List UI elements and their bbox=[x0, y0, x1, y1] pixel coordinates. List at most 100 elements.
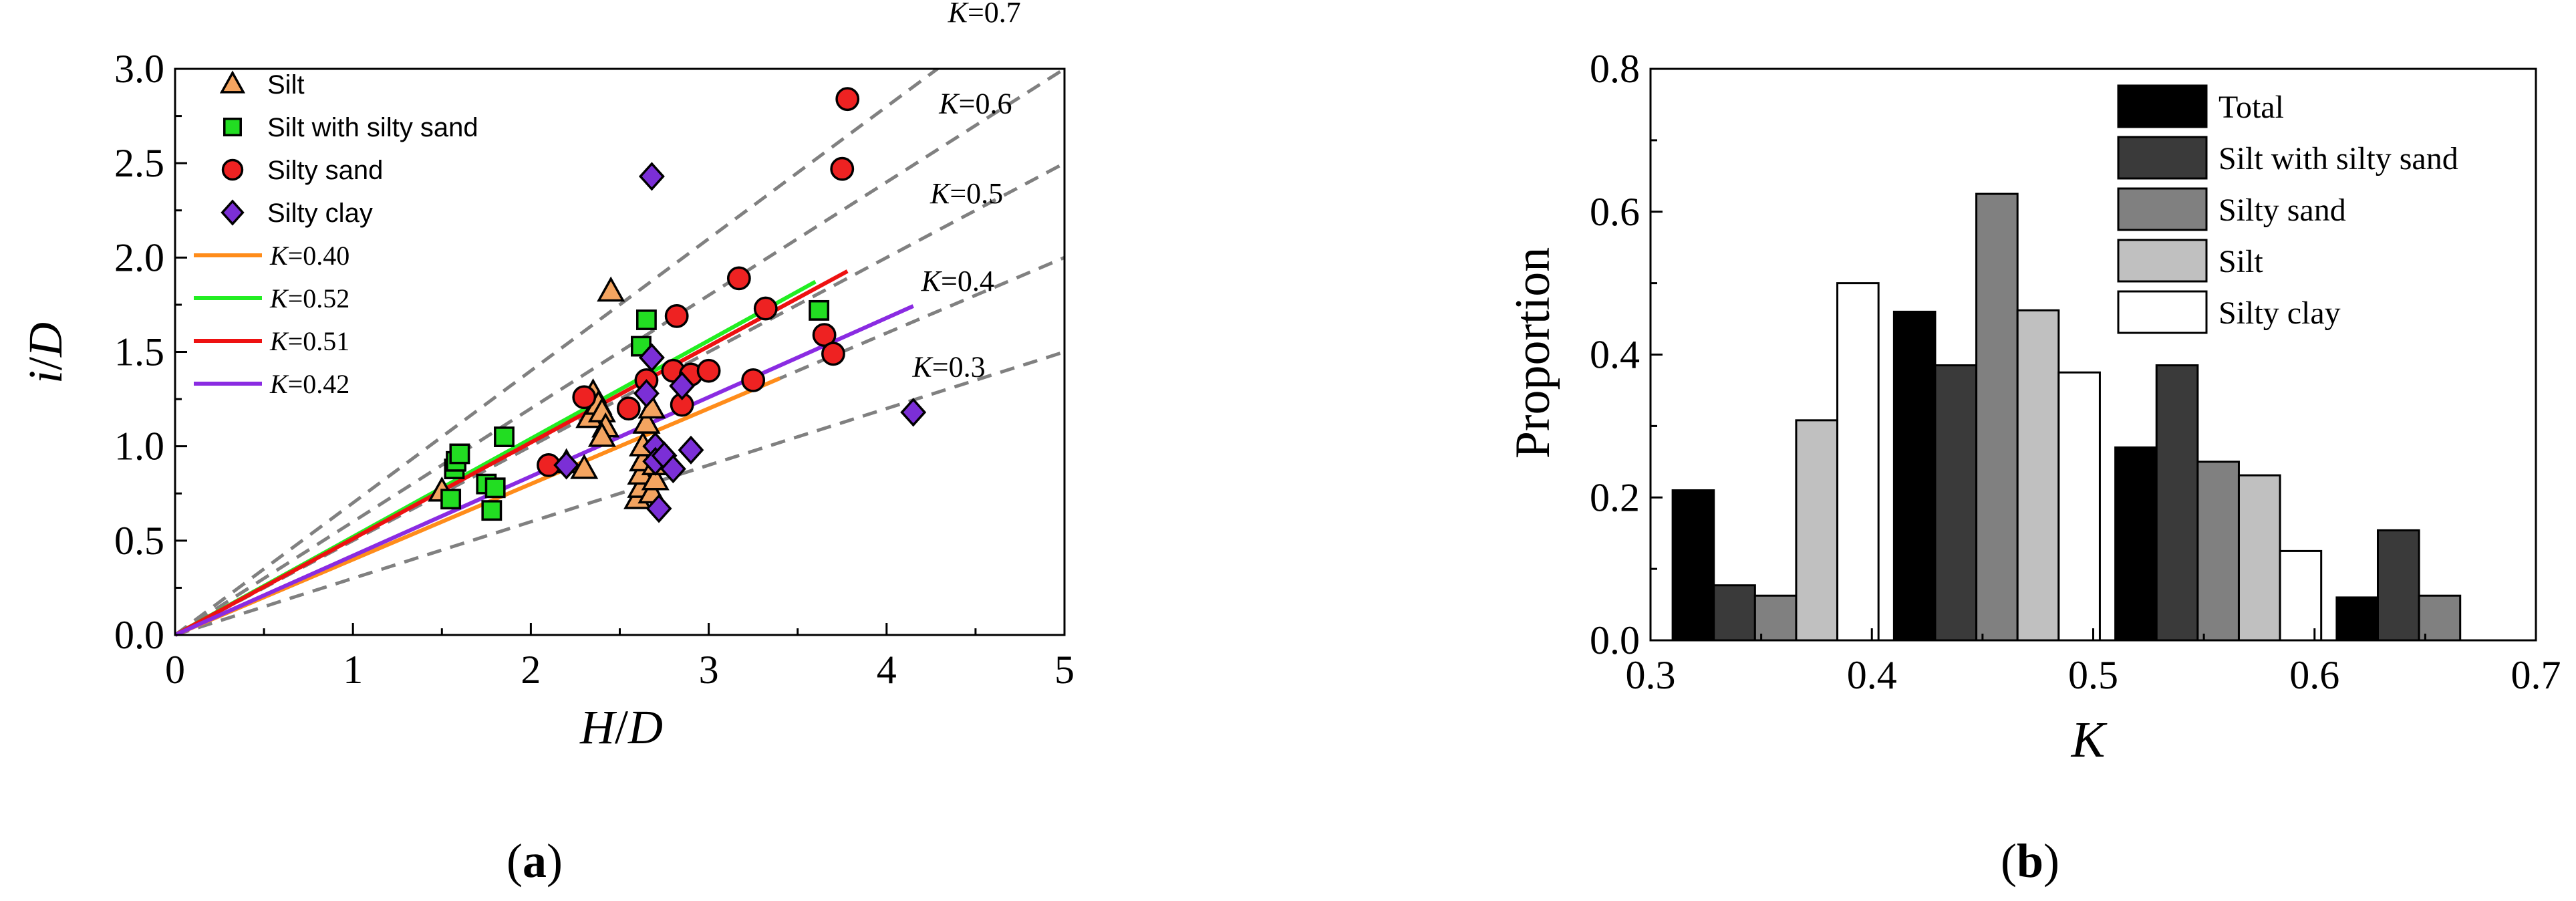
legend-swatch bbox=[2117, 84, 2208, 128]
x-axis-label-b: K bbox=[2071, 712, 2108, 768]
circle-marker bbox=[616, 396, 641, 421]
legend-label: K=0.52 bbox=[269, 283, 349, 313]
y-axis-ticks: 0.0 0.5 1.0 1.5 2.0 2.5 3.0 bbox=[114, 47, 187, 657]
circle-marker bbox=[696, 358, 721, 383]
bars bbox=[1671, 192, 2462, 642]
x-tick-label: 4 bbox=[877, 648, 897, 692]
circle-marker bbox=[572, 385, 597, 410]
legend-label: Silt bbox=[2219, 244, 2263, 279]
bar bbox=[2155, 364, 2199, 642]
legend-label: Silty sand bbox=[2219, 192, 2346, 228]
reference-line-label: K=0.4 bbox=[921, 265, 994, 297]
y-tick-label: 0.5 bbox=[114, 519, 164, 563]
y-tick-label: 0.2 bbox=[1590, 475, 1640, 519]
triangle-marker bbox=[597, 276, 625, 302]
y-tick-label: 0.0 bbox=[114, 613, 164, 657]
bar bbox=[1975, 192, 2019, 642]
reference-line-label: K=0.3 bbox=[911, 351, 985, 384]
bar bbox=[2196, 461, 2240, 642]
circle-marker bbox=[812, 323, 837, 347]
bar bbox=[1713, 584, 1756, 642]
y-tick-label: 3.0 bbox=[114, 47, 164, 91]
y-tick-label: 0.4 bbox=[1590, 333, 1640, 377]
x-axis-label-a: H/D bbox=[579, 700, 663, 754]
circle-marker bbox=[753, 296, 778, 321]
legend-swatch bbox=[2117, 136, 2208, 180]
legend-label: Silt with silty sand bbox=[267, 113, 478, 142]
square-marker bbox=[223, 118, 242, 136]
legend-label: Silt bbox=[267, 70, 305, 100]
triangle-marker bbox=[570, 453, 599, 479]
x-axis-ticks-b: 0.3 0.4 0.5 0.6 0.7 bbox=[1626, 628, 2561, 697]
circle-marker bbox=[664, 303, 689, 328]
diamond-marker bbox=[669, 371, 696, 400]
reference-line-label: K=0.5 bbox=[929, 177, 1003, 210]
x-tick-label: 1 bbox=[343, 648, 363, 692]
y-tick-label: 1.5 bbox=[114, 330, 164, 374]
y-tick-label: 1.0 bbox=[114, 424, 164, 469]
bar bbox=[2418, 594, 2462, 642]
diamond-marker bbox=[900, 398, 927, 427]
square-marker bbox=[440, 489, 462, 510]
y-axis-label-a: i/D bbox=[19, 322, 72, 384]
x-tick-label: 5 bbox=[1054, 648, 1075, 692]
legend-label: K=0.42 bbox=[269, 369, 349, 399]
bar bbox=[1753, 594, 1798, 642]
bar bbox=[1892, 310, 1937, 642]
bar bbox=[1836, 282, 1880, 642]
square-marker bbox=[494, 426, 515, 447]
bar bbox=[2237, 474, 2281, 642]
triangle-marker bbox=[632, 408, 661, 434]
diamond-marker bbox=[638, 343, 665, 372]
reference-lines bbox=[175, 69, 1064, 635]
panel-label-a: (a) bbox=[507, 834, 563, 888]
bar bbox=[1671, 489, 1715, 642]
circle-marker bbox=[726, 266, 751, 291]
triangle-marker bbox=[641, 465, 670, 491]
reference-line-label: K=0.6 bbox=[938, 88, 1012, 120]
bar bbox=[1795, 419, 1839, 642]
bar bbox=[2114, 446, 2158, 642]
reference-line bbox=[175, 350, 1064, 635]
legend-label: Silty sand bbox=[267, 156, 383, 185]
diamond-marker bbox=[646, 494, 672, 523]
legend-label: Silt with silty sand bbox=[2219, 141, 2458, 176]
scatter-points bbox=[428, 87, 927, 523]
x-tick-label: 2 bbox=[521, 648, 541, 692]
circle-marker bbox=[835, 87, 860, 112]
legend-label: K=0.51 bbox=[269, 326, 349, 356]
diamond-marker bbox=[678, 435, 704, 465]
bar bbox=[1934, 364, 1978, 642]
legend-a: Silt Silt with silty sand Silty sand Silty … bbox=[194, 70, 478, 399]
x-tick-label: 0.3 bbox=[1626, 653, 1676, 697]
bar bbox=[2279, 549, 2323, 642]
circle-marker bbox=[821, 342, 845, 366]
legend-label: K=0.40 bbox=[269, 241, 349, 271]
x-tick-label: 0.6 bbox=[2289, 653, 2339, 697]
diamond-marker bbox=[633, 378, 660, 408]
x-tick-label: 0.7 bbox=[2511, 653, 2561, 697]
bar bbox=[2376, 529, 2420, 642]
diamond-marker bbox=[638, 162, 665, 191]
legend-label: Silty clay bbox=[267, 199, 373, 228]
x-tick-label: 0.5 bbox=[2068, 653, 2118, 697]
bar-panel-b: 0.3 0.4 0.5 0.6 0.7 0.0 0.2 0.4 0.6 0.8 Total Sil… bbox=[1506, 47, 2561, 888]
legend-label: Total bbox=[2219, 90, 2284, 125]
bar bbox=[2335, 596, 2379, 642]
series-silt-with-silty-sand bbox=[440, 299, 830, 521]
x-tick-label: 0 bbox=[165, 648, 185, 692]
circle-marker bbox=[221, 158, 244, 181]
y-axis-ticks-b: 0.0 0.2 0.4 0.6 0.8 bbox=[1590, 47, 1663, 662]
reference-line-label: K=0.7 bbox=[948, 0, 1021, 29]
fit-line bbox=[174, 269, 849, 637]
legend-swatch bbox=[2117, 239, 2208, 283]
reference-line-labels: K=0.7 K=0.6 K=0.5 K=0.4 K=0.3 bbox=[911, 0, 1020, 384]
legend-swatch bbox=[2117, 187, 2208, 231]
legend-swatch bbox=[2117, 290, 2208, 334]
x-tick-label: 3 bbox=[699, 648, 719, 692]
y-axis-label-b: Proportion bbox=[1506, 247, 1560, 459]
circle-marker bbox=[830, 156, 855, 181]
legend-b: Total Silt with silty sand Silty sand Silt S… bbox=[2117, 84, 2458, 334]
